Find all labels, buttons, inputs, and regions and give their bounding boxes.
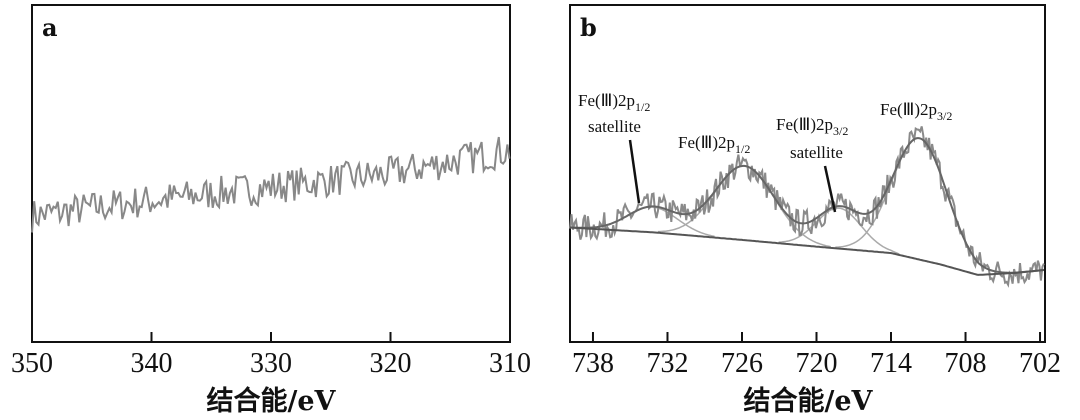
- fit-component-peak-4: [835, 137, 1004, 274]
- annotation-subscript: 1/2: [735, 142, 750, 156]
- svg-text:Fe(Ⅲ)2p3/2: Fe(Ⅲ)2p3/2: [776, 115, 848, 138]
- x-tick-label: 320: [370, 348, 412, 379]
- svg-text:Fe(Ⅲ)2p3/2: Fe(Ⅲ)2p3/2: [880, 100, 952, 123]
- annotation-2p32-satellite: Fe(Ⅲ)2p3/2 satellite: [776, 115, 848, 213]
- annotation-line2: satellite: [588, 117, 641, 136]
- x-tick-label: 702: [1019, 348, 1061, 379]
- annotation-subscript: 1/2: [635, 100, 650, 114]
- x-tick-label: 330: [250, 348, 292, 379]
- x-tick-label: 738: [572, 348, 614, 379]
- annotation-text: Fe(Ⅲ)2p: [578, 91, 635, 110]
- svg-text:Fe(Ⅲ)2p1/2: Fe(Ⅲ)2p1/2: [578, 91, 650, 114]
- panel-a-label: a: [42, 13, 58, 42]
- panel-b-background-line: [569, 226, 1044, 276]
- annotation-2p32: Fe(Ⅲ)2p3/2: [880, 100, 952, 123]
- panel-b-xlabel: 结合能/eV: [744, 385, 874, 417]
- panel-b: b 738 732 726 720 714 708 702 Fe(Ⅲ)2p1/2 satel…: [569, 4, 1061, 417]
- fit-component-peak-3: [778, 207, 900, 255]
- annotation-pointer: [628, 139, 641, 204]
- annotation-line2: satellite: [790, 143, 843, 162]
- panel-b-frame: [569, 4, 1046, 343]
- annotation-text: Fe(Ⅲ)2p: [678, 133, 735, 152]
- x-tick-label: 310: [489, 348, 531, 379]
- panel-a-spectrum-line: [31, 136, 511, 233]
- x-tick-label: 350: [11, 348, 53, 379]
- annotation-pointer: [823, 165, 837, 213]
- panel-a: a 350 340 330 320 310 结合能/eV: [11, 4, 531, 417]
- panel-b-label: b: [580, 13, 597, 42]
- x-tick-label: 708: [945, 348, 987, 379]
- panel-b-fit-envelope: [569, 137, 1044, 274]
- annotation-subscript: 3/2: [937, 109, 952, 123]
- annotation-2p12: Fe(Ⅲ)2p1/2: [678, 133, 750, 156]
- x-tick-label: 726: [721, 348, 763, 379]
- x-tick-label: 720: [796, 348, 838, 379]
- annotation-text: Fe(Ⅲ)2p: [880, 100, 937, 119]
- x-tick-label: 714: [870, 348, 912, 379]
- annotation-2p12-satellite: Fe(Ⅲ)2p1/2 satellite: [578, 91, 650, 204]
- svg-text:Fe(Ⅲ)2p1/2: Fe(Ⅲ)2p1/2: [678, 133, 750, 156]
- x-tick-label: 340: [131, 348, 173, 379]
- x-tick-label: 732: [646, 348, 688, 379]
- annotation-subscript: 3/2: [833, 124, 848, 138]
- annotation-text: Fe(Ⅲ)2p: [776, 115, 833, 134]
- panel-a-xlabel: 结合能/eV: [207, 385, 337, 417]
